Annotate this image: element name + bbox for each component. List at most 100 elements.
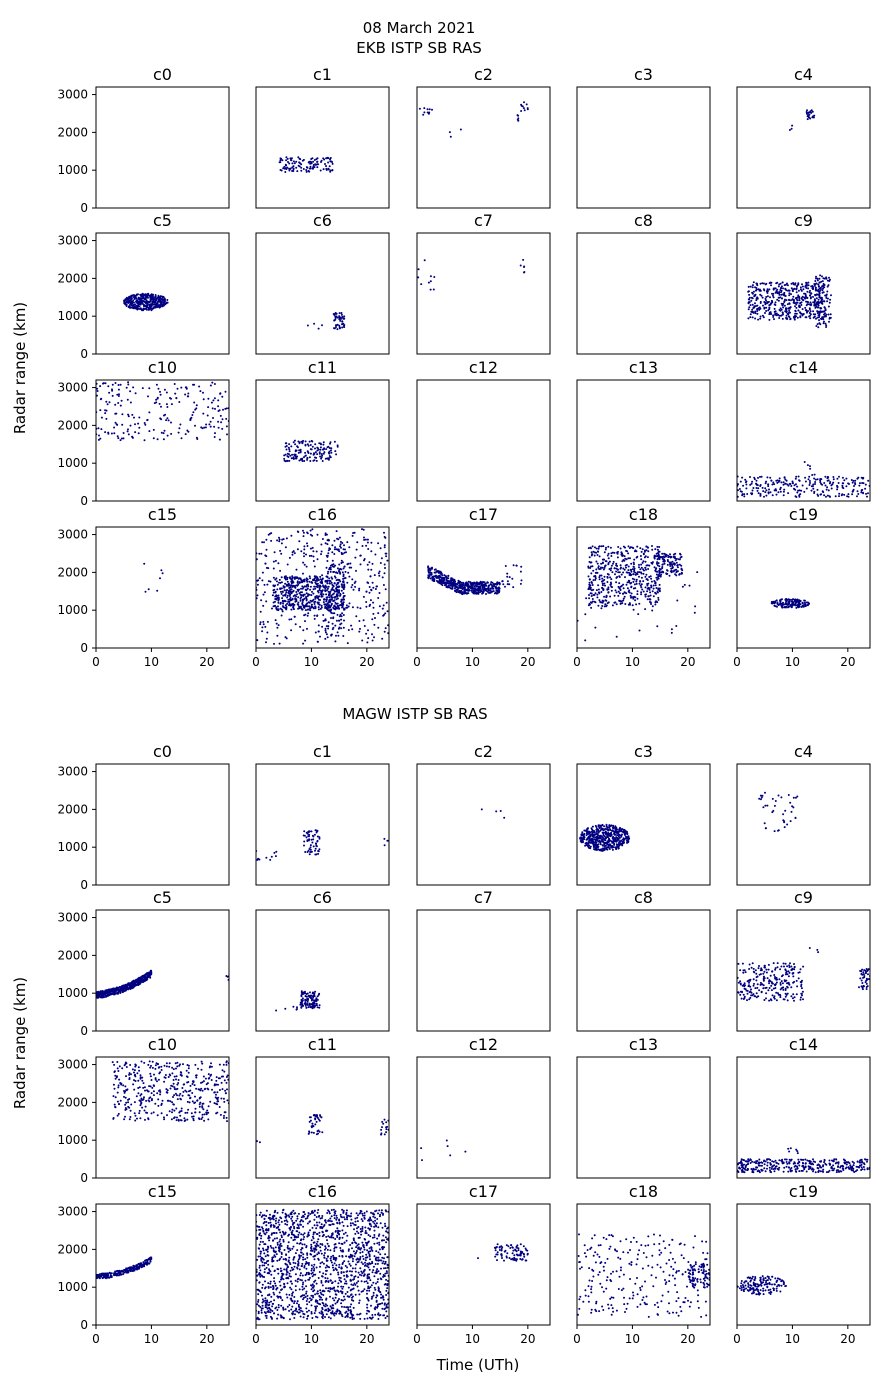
data-point xyxy=(819,274,822,277)
data-point xyxy=(602,579,604,582)
data-point xyxy=(368,591,371,594)
data-point xyxy=(296,548,299,551)
data-point xyxy=(337,605,340,608)
data-point xyxy=(327,549,330,552)
data-point xyxy=(338,563,341,566)
data-point xyxy=(804,605,807,608)
data-point xyxy=(762,490,765,493)
data-point xyxy=(310,439,313,442)
data-point xyxy=(159,299,162,302)
data-point xyxy=(301,602,304,605)
data-point xyxy=(828,276,830,279)
data-point xyxy=(483,585,486,588)
data-point xyxy=(319,448,322,451)
data-point xyxy=(365,632,368,635)
data-point xyxy=(768,306,771,309)
data-point xyxy=(776,291,779,294)
data-point xyxy=(826,494,829,497)
data-point xyxy=(299,597,302,600)
data-point xyxy=(308,456,311,459)
data-point xyxy=(649,601,652,604)
data-point xyxy=(317,624,320,627)
data-point xyxy=(312,160,315,163)
data-point xyxy=(605,560,608,563)
data-point xyxy=(778,317,781,319)
data-point xyxy=(666,563,669,566)
panel-title: c16 xyxy=(308,505,337,524)
data-point xyxy=(825,276,828,279)
data-point xyxy=(308,601,311,604)
data-point xyxy=(315,595,318,597)
data-point xyxy=(283,167,286,170)
data-point xyxy=(295,160,298,163)
data-point xyxy=(318,837,321,840)
data-point xyxy=(787,492,790,495)
data-point xyxy=(315,550,318,553)
data-point xyxy=(620,584,623,587)
data-point xyxy=(311,546,314,549)
data-point xyxy=(325,633,328,636)
data-point xyxy=(448,131,451,134)
panel-c14: c14 xyxy=(736,358,871,502)
data-point xyxy=(627,579,630,582)
data-point xyxy=(341,561,344,564)
data-point xyxy=(309,577,312,580)
data-point xyxy=(317,579,320,582)
data-point xyxy=(611,840,614,843)
data-point xyxy=(522,107,525,110)
data-point xyxy=(349,562,352,565)
data-point xyxy=(358,620,361,622)
data-point xyxy=(202,412,205,415)
data-point xyxy=(768,318,771,321)
data-point xyxy=(827,479,830,482)
data-point xyxy=(340,316,342,319)
data-point xyxy=(655,576,658,579)
data-point xyxy=(138,416,141,419)
data-point xyxy=(433,579,436,582)
data-point xyxy=(316,163,319,166)
data-point xyxy=(817,298,820,301)
data-point xyxy=(136,308,139,311)
data-point xyxy=(286,578,289,581)
data-point xyxy=(275,598,278,601)
data-point xyxy=(627,557,630,560)
data-point xyxy=(331,628,334,631)
data-point xyxy=(594,577,597,580)
data-point xyxy=(781,606,784,609)
data-point xyxy=(592,569,595,572)
data-point xyxy=(585,597,588,600)
data-point xyxy=(822,291,825,294)
data-point xyxy=(499,810,502,812)
data-point xyxy=(312,555,315,558)
data-point xyxy=(439,581,442,584)
data-point xyxy=(489,587,492,590)
data-point xyxy=(336,613,339,616)
data-point xyxy=(747,302,750,305)
data-point xyxy=(304,451,307,454)
data-point xyxy=(597,824,600,827)
data-point xyxy=(333,440,336,443)
data-point xyxy=(786,284,789,287)
data-point xyxy=(808,291,811,294)
data-point xyxy=(441,581,444,584)
data-point xyxy=(804,295,807,298)
data-point xyxy=(127,383,130,386)
data-point xyxy=(642,553,645,556)
data-point xyxy=(821,280,824,283)
data-point xyxy=(785,600,788,603)
data-point xyxy=(165,403,168,406)
data-point xyxy=(838,492,841,495)
data-point xyxy=(644,595,647,598)
data-point xyxy=(139,301,142,304)
data-point xyxy=(437,575,440,578)
data-point xyxy=(159,303,162,306)
data-point xyxy=(632,587,635,590)
data-point xyxy=(341,585,344,587)
data-point xyxy=(820,300,823,303)
data-point xyxy=(330,608,333,611)
data-point xyxy=(433,276,436,278)
data-point xyxy=(651,561,654,564)
data-point xyxy=(598,545,600,548)
data-point xyxy=(615,603,618,606)
data-point xyxy=(832,481,835,484)
